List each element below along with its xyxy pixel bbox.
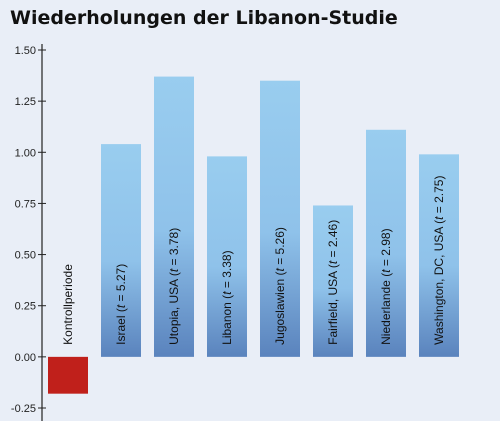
y-tick-label-6: 0.00 [15, 352, 36, 364]
bar-2 [154, 76, 194, 357]
category-label-3: Libanon (t = 3.38) [220, 250, 234, 344]
bar-6 [366, 129, 406, 357]
category-label-2: Utopia, USA (t = 3.78) [167, 228, 181, 345]
bar-labels-group: Kontrollperiode Israel (t = 5.27) Utopia, … [61, 176, 446, 345]
y-tick-label-0: 1.50 [15, 45, 36, 57]
y-tick-label-3: 0.75 [15, 198, 36, 210]
y-tick-label-2: 1.00 [15, 147, 36, 159]
category-label-5: Fairfield, USA (t = 2.46) [326, 220, 340, 345]
y-tick-label-1: 1.25 [15, 96, 36, 108]
chart-title: Wiederholungen der Libanon-Studie [10, 7, 398, 29]
bar-1 [101, 144, 141, 357]
bar-3 [207, 156, 247, 357]
y-tick-label-4: 0.50 [15, 250, 36, 262]
bar-5 [313, 205, 353, 357]
bar-0 [48, 356, 88, 394]
category-label-7: Washington, DC, USA (t = 2.75) [432, 176, 446, 345]
bar-7 [419, 154, 459, 357]
bar-4 [260, 80, 300, 357]
bars-group [48, 76, 459, 394]
y-tick-label-7: -0.25 [11, 403, 36, 415]
category-label-1: Israel (t = 5.27) [114, 264, 128, 345]
category-label-0: Kontrollperiode [61, 264, 75, 345]
category-label-6: Niederlande (t = 2.98) [379, 228, 393, 344]
category-label-4: Jugoslawien (t = 5.26) [273, 227, 287, 345]
y-axis: 1.50 1.25 1.00 0.75 0.50 0.25 0.00 -0.25 [11, 44, 46, 421]
y-tick-label-5: 0.25 [15, 301, 36, 313]
